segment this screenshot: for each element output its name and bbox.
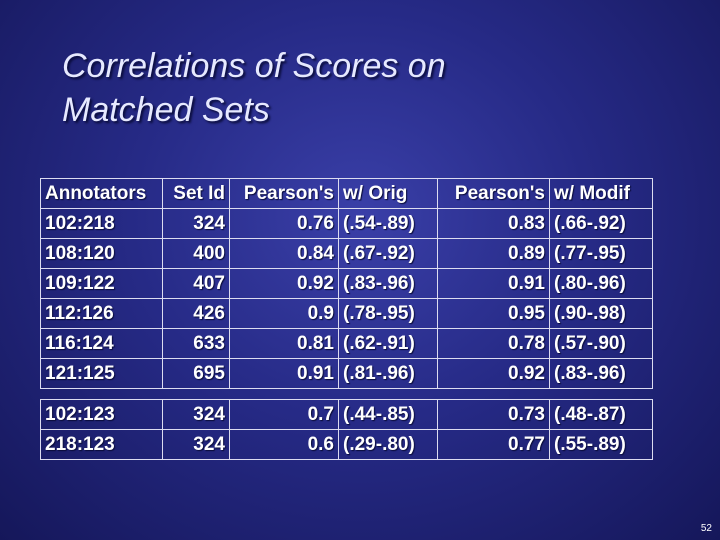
cell-ci-orig: (.54-.89) xyxy=(338,208,438,239)
cell-pearsons-orig: 0.7 xyxy=(229,399,339,430)
table-row: 112:126 426 0.9 (.78-.95) 0.95 (.90-.98) xyxy=(40,298,653,329)
cell-annotators: 112:126 xyxy=(40,298,163,329)
cell-ci-orig: (.81-.96) xyxy=(338,358,438,389)
cell-set-id: 324 xyxy=(162,429,230,460)
cell-ci-modif: (.77-.95) xyxy=(549,238,653,269)
cell-pearsons-modif: 0.91 xyxy=(437,268,550,299)
cell-annotators: 121:125 xyxy=(40,358,163,389)
cell-pearsons-orig: 0.76 xyxy=(229,208,339,239)
cell-set-id: 324 xyxy=(162,399,230,430)
header-set-id: Set Id xyxy=(162,178,230,209)
cell-ci-orig: (.29-.80) xyxy=(338,429,438,460)
table-header-row: Annotators Set Id Pearson's w/ Orig Pear… xyxy=(40,178,653,209)
header-annotators: Annotators xyxy=(40,178,163,209)
cell-set-id: 426 xyxy=(162,298,230,329)
table-row: 116:124 633 0.81 (.62-.91) 0.78 (.57-.90… xyxy=(40,328,653,359)
cell-set-id: 695 xyxy=(162,358,230,389)
table-row: 218:123 324 0.6 (.29-.80) 0.77 (.55-.89) xyxy=(40,429,653,460)
cell-set-id: 324 xyxy=(162,208,230,239)
cell-ci-orig: (.44-.85) xyxy=(338,399,438,430)
cell-pearsons-orig: 0.84 xyxy=(229,238,339,269)
cell-annotators: 102:123 xyxy=(40,399,163,430)
cell-pearsons-modif: 0.95 xyxy=(437,298,550,329)
header-w-orig: w/ Orig xyxy=(338,178,438,209)
cell-pearsons-orig: 0.92 xyxy=(229,268,339,299)
table-row: 102:218 324 0.76 (.54-.89) 0.83 (.66-.92… xyxy=(40,208,653,239)
cell-annotators: 102:218 xyxy=(40,208,163,239)
slide-title-line-1: Correlations of Scores on xyxy=(62,47,446,85)
table-row: 108:120 400 0.84 (.67-.92) 0.89 (.77-.95… xyxy=(40,238,653,269)
cell-annotators: 108:120 xyxy=(40,238,163,269)
cell-ci-modif: (.80-.96) xyxy=(549,268,653,299)
cell-ci-orig: (.83-.96) xyxy=(338,268,438,299)
cell-pearsons-modif: 0.77 xyxy=(437,429,550,460)
cell-pearsons-modif: 0.92 xyxy=(437,358,550,389)
cell-pearsons-orig: 0.81 xyxy=(229,328,339,359)
slide-title: Correlations of Scores on Matched Sets xyxy=(62,44,662,132)
cell-annotators: 218:123 xyxy=(40,429,163,460)
page-number: 52 xyxy=(700,523,712,534)
cell-set-id: 400 xyxy=(162,238,230,269)
cell-ci-modif: (.66-.92) xyxy=(549,208,653,239)
cell-ci-orig: (.67-.92) xyxy=(338,238,438,269)
cell-pearsons-modif: 0.83 xyxy=(437,208,550,239)
cell-ci-modif: (.55-.89) xyxy=(549,429,653,460)
cell-pearsons-orig: 0.91 xyxy=(229,358,339,389)
cell-ci-modif: (.83-.96) xyxy=(549,358,653,389)
cell-set-id: 407 xyxy=(162,268,230,299)
table-row: 102:123 324 0.7 (.44-.85) 0.73 (.48-.87) xyxy=(40,399,653,430)
cell-pearsons-orig: 0.9 xyxy=(229,298,339,329)
header-pearsons-modif: Pearson's xyxy=(437,178,550,209)
cell-pearsons-modif: 0.78 xyxy=(437,328,550,359)
cell-ci-modif: (.90-.98) xyxy=(549,298,653,329)
cell-ci-orig: (.78-.95) xyxy=(338,298,438,329)
cell-set-id: 633 xyxy=(162,328,230,359)
cell-annotators: 116:124 xyxy=(40,328,163,359)
cell-annotators: 109:122 xyxy=(40,268,163,299)
cell-pearsons-modif: 0.89 xyxy=(437,238,550,269)
slide-title-line-2: Matched Sets xyxy=(62,91,270,129)
table-row: 121:125 695 0.91 (.81-.96) 0.92 (.83-.96… xyxy=(40,358,653,389)
cell-ci-orig: (.62-.91) xyxy=(338,328,438,359)
header-pearsons-orig: Pearson's xyxy=(229,178,339,209)
cell-ci-modif: (.48-.87) xyxy=(549,399,653,430)
table-row: 109:122 407 0.92 (.83-.96) 0.91 (.80-.96… xyxy=(40,268,653,299)
additional-correlations-table: 102:123 324 0.7 (.44-.85) 0.73 (.48-.87)… xyxy=(40,399,653,460)
cell-ci-modif: (.57-.90) xyxy=(549,328,653,359)
correlations-table: Annotators Set Id Pearson's w/ Orig Pear… xyxy=(40,178,653,389)
header-w-modif: w/ Modif xyxy=(549,178,653,209)
cell-pearsons-orig: 0.6 xyxy=(229,429,339,460)
cell-pearsons-modif: 0.73 xyxy=(437,399,550,430)
